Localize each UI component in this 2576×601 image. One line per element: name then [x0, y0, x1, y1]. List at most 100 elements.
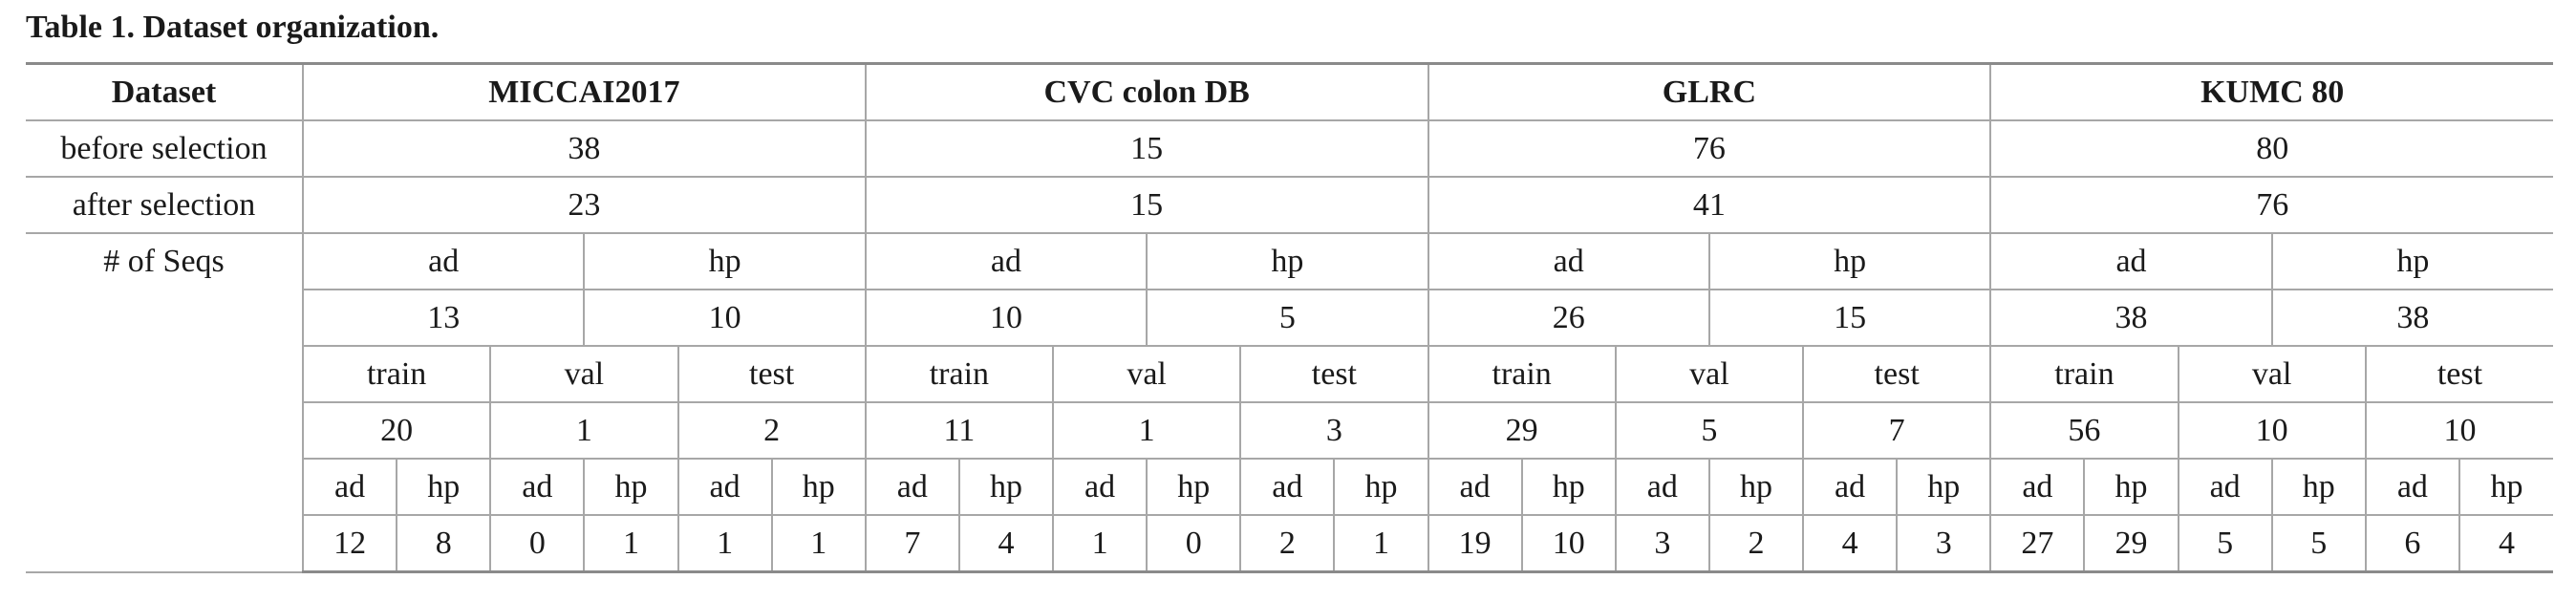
fine-label: hp — [1896, 458, 1992, 516]
after-selection-value: 41 — [1427, 176, 1992, 234]
fine-label: hp — [957, 458, 1055, 516]
fine-count: 2 — [1239, 514, 1336, 573]
after-selection-value: 23 — [302, 176, 867, 234]
before-selection-value: 15 — [864, 119, 1429, 178]
fine-label: hp — [396, 458, 492, 516]
fine-label: hp — [1333, 458, 1429, 516]
before-selection-row: before selection 38 15 76 80 — [26, 119, 2554, 178]
seqs-label: # of Seqs — [26, 232, 304, 573]
split-label: test — [1239, 345, 1429, 403]
after-selection-value: 76 — [1989, 176, 2554, 234]
fine-label: hp — [1520, 458, 1617, 516]
fine-label: hp — [1146, 458, 1242, 516]
fine-label: ad — [1802, 458, 1899, 516]
fine-count: 1 — [676, 514, 773, 573]
fine-label: hp — [2083, 458, 2179, 516]
fine-label: ad — [1614, 458, 1710, 516]
split-label: test — [2364, 345, 2554, 403]
split-label: train — [1427, 345, 1617, 403]
fine-count-row: 12 8 0 1 1 1 7 4 1 0 2 1 19 10 3 2 4 3 27 29 5 5 6 4 — [26, 514, 2554, 573]
fine-count: 27 — [1989, 514, 2086, 573]
fine-count: 6 — [2364, 514, 2460, 573]
class-count-row: 13 10 10 5 26 15 38 38 — [26, 289, 2554, 347]
split-label: test — [1802, 345, 1992, 403]
split-count: 56 — [1989, 401, 2179, 460]
fine-label: hp — [1707, 458, 1805, 516]
before-selection-value: 38 — [302, 119, 867, 178]
split-count: 29 — [1427, 401, 1617, 460]
split-label: val — [2177, 345, 2367, 403]
split-label: train — [303, 345, 492, 403]
fine-count: 1 — [1051, 514, 1148, 573]
class-count: 10 — [583, 289, 867, 347]
class-count: 5 — [1146, 289, 1429, 347]
class-label: hp — [2270, 232, 2554, 290]
fine-count: 3 — [1896, 514, 1992, 573]
after-selection-row: after selection 23 15 41 76 — [26, 176, 2554, 234]
fine-count: 3 — [1614, 514, 1710, 573]
header-dataset-label: Dataset — [26, 62, 304, 121]
split-count: 3 — [1239, 401, 1429, 460]
fine-count: 29 — [2083, 514, 2179, 573]
fine-count: 10 — [1520, 514, 1617, 573]
fine-label: ad — [676, 458, 773, 516]
fine-count: 19 — [1427, 514, 1523, 573]
fine-count: 0 — [1146, 514, 1242, 573]
fine-count: 4 — [957, 514, 1055, 573]
dataset-name: MICCAI2017 — [302, 62, 867, 121]
class-label: hp — [1146, 232, 1429, 290]
fine-count: 0 — [489, 514, 586, 573]
fine-label: ad — [303, 458, 398, 516]
fine-count: 4 — [1802, 514, 1899, 573]
class-count: 38 — [2270, 289, 2554, 347]
fine-count: 4 — [2458, 514, 2554, 573]
dataset-table: Dataset MICCAI2017 CVC colon DB GLRC KUMC 80… — [26, 62, 2554, 573]
split-count: 1 — [1051, 401, 1242, 460]
before-selection-value: 76 — [1427, 119, 1992, 178]
fine-label: ad — [864, 458, 960, 516]
class-label: ad — [1427, 232, 1710, 290]
fine-label: ad — [1239, 458, 1336, 516]
fine-label: hp — [583, 458, 679, 516]
split-label: train — [864, 345, 1055, 403]
fine-count: 8 — [396, 514, 492, 573]
fine-label: hp — [2458, 458, 2554, 516]
fine-count: 5 — [2177, 514, 2273, 573]
fine-label: ad — [489, 458, 586, 516]
split-count: 10 — [2177, 401, 2367, 460]
split-count: 11 — [864, 401, 1055, 460]
fine-count: 7 — [864, 514, 960, 573]
split-label-row: train val test train val test train val test trai… — [26, 345, 2554, 403]
split-label: test — [676, 345, 867, 403]
fine-count: 5 — [2270, 514, 2367, 573]
split-label: val — [1051, 345, 1242, 403]
dataset-name: KUMC 80 — [1989, 62, 2554, 121]
fine-count: 1 — [583, 514, 679, 573]
before-selection-value: 80 — [1989, 119, 2554, 178]
class-count: 15 — [1707, 289, 1992, 347]
split-label: train — [1989, 345, 2179, 403]
split-count-row: 20 1 2 11 1 3 29 5 7 56 10 10 — [26, 401, 2554, 460]
before-selection-label: before selection — [26, 119, 304, 178]
split-label: val — [1614, 345, 1805, 403]
fine-label-row: ad hp ad hp ad hp ad hp ad hp ad hp ad hp ad hp ad hp ad hp… — [26, 458, 2554, 516]
class-count: 13 — [303, 289, 586, 347]
fine-label: ad — [1989, 458, 2086, 516]
split-count: 2 — [676, 401, 867, 460]
fine-count: 12 — [303, 514, 398, 573]
split-label: val — [489, 345, 679, 403]
class-label: hp — [583, 232, 867, 290]
fine-label: ad — [1051, 458, 1148, 516]
dataset-name: GLRC — [1427, 62, 1992, 121]
fine-label: ad — [1427, 458, 1523, 516]
class-count: 10 — [864, 289, 1148, 347]
table-caption: Table 1. Dataset organization. — [26, 10, 440, 45]
split-count: 20 — [303, 401, 492, 460]
class-label: ad — [864, 232, 1148, 290]
class-label: ad — [1989, 232, 2273, 290]
split-count: 10 — [2364, 401, 2554, 460]
class-label-row: # of Seqs ad hp ad hp ad hp ad hp — [26, 232, 2554, 573]
after-selection-value: 15 — [864, 176, 1429, 234]
class-count: 38 — [1989, 289, 2273, 347]
fine-label: ad — [2177, 458, 2273, 516]
